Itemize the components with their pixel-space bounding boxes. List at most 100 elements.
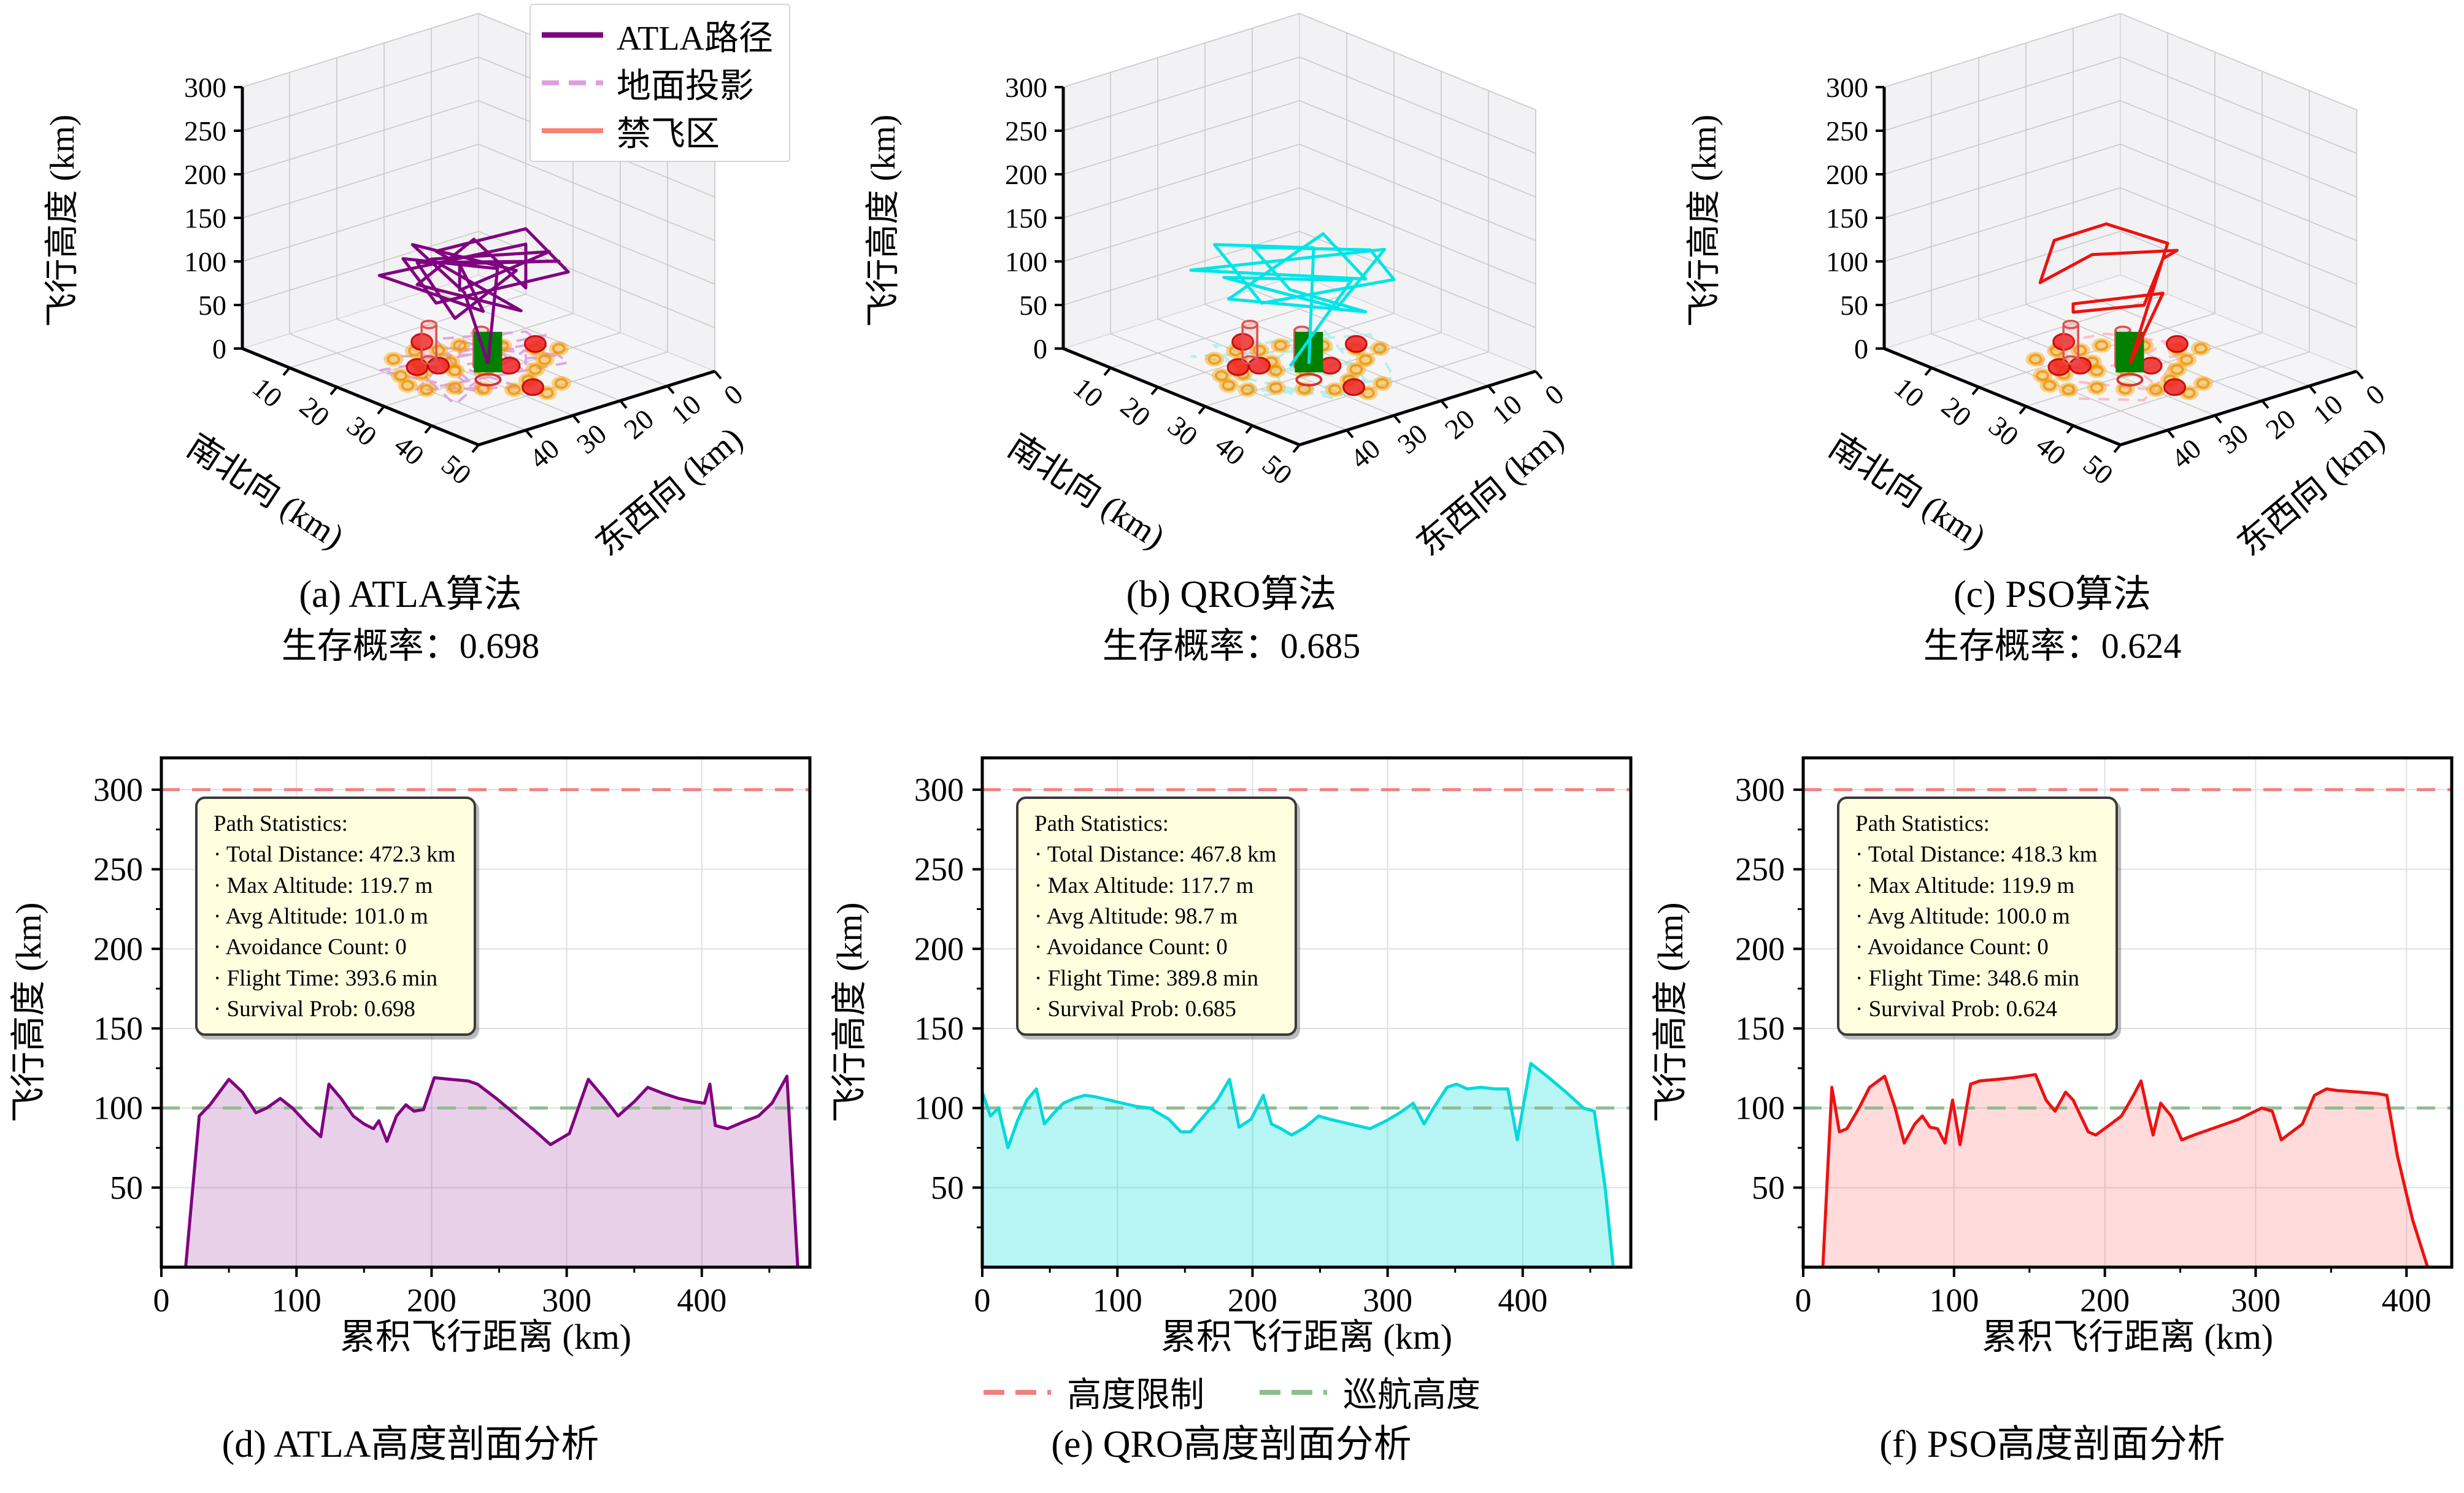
y-tick-label: 50: [1752, 1169, 1785, 1206]
y-axis-label-3d: 东西向 (km): [1410, 420, 1571, 563]
x-tick-label: 40: [2030, 429, 2072, 471]
y-tick-label: 200: [93, 930, 143, 967]
atla-path-line-sample: [541, 32, 603, 38]
altitude-limit-line-sample: [984, 1389, 1051, 1395]
atla-flight-path: [377, 227, 570, 365]
caption-d: (d) ATLA高度剖面分析: [221, 1424, 599, 1465]
y-tick-label: 0: [1539, 378, 1569, 411]
z-tick-label: 0: [1854, 333, 1868, 365]
z-axis-label-3d: 飞行高度 (km): [44, 115, 82, 328]
axes-3d: [1061, 12, 1538, 446]
z-axis-label-3d: 飞行高度 (km): [1685, 115, 1723, 328]
caption-c: (c) PSO算法: [1953, 574, 2152, 615]
y-tick-label: 300: [1735, 771, 1785, 808]
x-axis-label-3d: 南北向 (km): [1822, 427, 1992, 556]
stats-line: Path Statistics:: [1034, 811, 1169, 836]
z-tick-label: 100: [1005, 246, 1047, 277]
stats-line: Path Statistics:: [214, 811, 348, 836]
y-tick-label: 50: [110, 1169, 143, 1206]
stats-line: · Avg Altitude: 101.0 m: [214, 903, 428, 929]
axes-2d: 0 100 200 300 400 50 100 150 200 250 300: [914, 756, 1633, 1319]
stats-line: · Survival Prob: 0.624: [1855, 996, 2057, 1022]
stats-line: · Avg Altitude: 98.7 m: [1034, 903, 1238, 929]
legend-3d: ATLA路径 地面投影 禁飞区: [529, 4, 790, 162]
caption-cell-a: (a) ATLA算法 生存概率：0.698: [0, 574, 821, 666]
y-axis-label-3d: 东西向 (km): [589, 420, 750, 563]
x-axis-label-3d: 南北向 (km): [1001, 427, 1171, 556]
caption-e: (e) QRO高度剖面分析: [1051, 1424, 1412, 1465]
stats-line: · Avoidance Count: 0: [1855, 935, 2049, 960]
x-tick-label: 400: [1498, 1282, 1547, 1319]
x-tick-label: 0: [974, 1282, 991, 1319]
y-tick-label: 100: [1735, 1090, 1785, 1127]
x-tick-label: 30: [341, 410, 383, 452]
z-tick-label: 100: [1826, 246, 1868, 277]
y-tick-label: 40: [523, 433, 565, 475]
stats-box-pso: Path Statistics: · Total Distance: 418.3 …: [1837, 797, 2119, 1036]
caption-cell-b: (b) QRO算法 生存概率：0.685: [821, 574, 1642, 666]
stats-line: · Survival Prob: 0.685: [1034, 996, 1236, 1022]
y-tick-label: 20: [2260, 403, 2301, 446]
ground-projection-line-sample: [541, 80, 603, 85]
y-tick-label: 30: [2212, 418, 2254, 460]
legend-label-atla-path: ATLA路径: [616, 19, 773, 58]
cruise-altitude-line-sample: [1260, 1389, 1327, 1395]
y-tick-label: 100: [93, 1090, 143, 1127]
panel-3d-atla: 0 50 100 150 200 250 300 10 20 30 40 50 0 10 20 30 40 南北向…: [0, 0, 821, 571]
y-tick-label: 30: [1392, 418, 1433, 460]
x-tick-label: 0: [153, 1282, 170, 1319]
stats-line: · Max Altitude: 119.9 m: [1855, 873, 2075, 898]
captions-3d-row: (a) ATLA算法 生存概率：0.698 (b) QRO算法 生存概率：0.6…: [0, 574, 2464, 666]
caption-cell-c: (c) PSO算法 生存概率：0.624: [1642, 574, 2463, 666]
legend-item-altitude-limit: 高度限制: [984, 1367, 1204, 1417]
y-tick-label: 10: [2307, 388, 2349, 431]
y-tick-label: 20: [1439, 403, 1480, 446]
x-tick-label: 100: [272, 1282, 321, 1319]
x-tick-label: 400: [677, 1282, 726, 1319]
legend-item-ground-projection: 地面投影: [541, 59, 773, 107]
z-tick-label: 250: [1826, 115, 1868, 147]
stats-line: · Max Altitude: 117.7 m: [1034, 873, 1254, 898]
stats-line: · Flight Time: 393.6 min: [214, 965, 437, 991]
z-tick-label: 150: [184, 203, 226, 234]
panel-3d-qro: 0 50 100 150 200 250 300 10 20 30 40 50 0 10 20 30 40 南北向…: [821, 0, 1642, 571]
y-axis-label-2d: 飞行高度 (km): [9, 902, 48, 1122]
x-tick-label: 300: [542, 1282, 591, 1319]
z-tick-label: 50: [198, 290, 226, 321]
ground-projection-path: [1190, 327, 1396, 401]
z-tick-label: 0: [1033, 333, 1047, 365]
x-tick-label: 20: [294, 391, 336, 433]
legend-item-nofly-zone: 禁飞区: [541, 107, 773, 155]
y-tick-label: 20: [618, 403, 660, 446]
z-tick-label: 200: [1005, 159, 1047, 190]
z-axis-label-3d: 飞行高度 (km): [864, 115, 903, 328]
x-tick-label: 40: [388, 429, 430, 471]
z-tick-label: 0: [212, 333, 226, 365]
legend-item-atla-path: ATLA路径: [541, 11, 773, 59]
threat-markers: [1226, 333, 1368, 396]
y-tick-label: 0: [2360, 378, 2390, 411]
x-tick-label: 30: [1162, 410, 1204, 452]
stats-line: · Max Altitude: 119.7 m: [214, 873, 433, 898]
stats-line: · Total Distance: 418.3 km: [1855, 842, 2098, 868]
legend-2d: 高度限制 巡航高度: [0, 1367, 2464, 1417]
atla-altitude-area: [185, 1076, 798, 1267]
y-tick-label: 200: [914, 930, 964, 967]
stats-line: · Flight Time: 348.6 min: [1855, 965, 2079, 991]
legend-label-nofly-zone: 禁飞区: [616, 115, 720, 153]
captions-2d-row: (d) ATLA高度剖面分析 (e) QRO高度剖面分析 (f) PSO高度剖面…: [0, 1424, 2464, 1465]
stats-box-atla: Path Statistics: · Total Distance: 472.3 …: [195, 797, 477, 1036]
y-tick-label: 10: [1486, 388, 1528, 431]
y-tick-label: 100: [914, 1090, 964, 1127]
z-tick-label: 100: [184, 246, 226, 277]
y-axis-label-2d: 飞行高度 (km): [1650, 902, 1690, 1122]
y-tick-label: 40: [2165, 433, 2207, 475]
legend-item-cruise-altitude: 巡航高度: [1260, 1367, 1480, 1417]
caption-a: (a) ATLA算法: [299, 574, 522, 615]
x-tick-label: 200: [2080, 1282, 2130, 1319]
x-tick-label: 30: [1983, 410, 2025, 452]
